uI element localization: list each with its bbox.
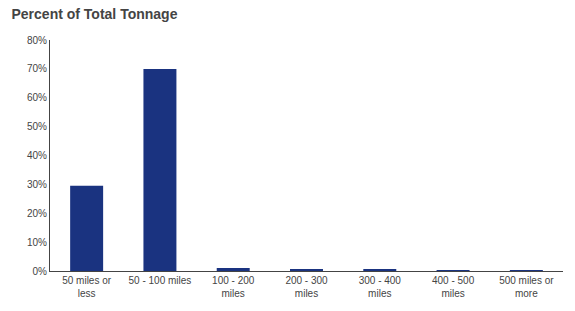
- svg-text:100 - 200miles: 100 - 200miles: [212, 275, 255, 299]
- svg-text:80%: 80%: [27, 35, 47, 46]
- svg-text:20%: 20%: [27, 208, 47, 219]
- svg-text:50 - 100 miles: 50 - 100 miles: [129, 275, 192, 286]
- svg-text:70%: 70%: [27, 63, 47, 74]
- svg-text:400 - 500miles: 400 - 500miles: [432, 275, 475, 299]
- svg-text:10%: 10%: [27, 237, 47, 248]
- svg-text:30%: 30%: [27, 179, 47, 190]
- svg-text:0%: 0%: [33, 266, 48, 277]
- svg-text:50 miles orless: 50 miles orless: [62, 275, 112, 299]
- svg-text:200 - 300miles: 200 - 300miles: [285, 275, 328, 299]
- svg-text:500 miles ormore: 500 miles ormore: [499, 275, 554, 299]
- svg-text:50%: 50%: [27, 121, 47, 132]
- svg-text:60%: 60%: [27, 92, 47, 103]
- svg-text:40%: 40%: [27, 150, 47, 161]
- svg-text:Percent of Total Tonnage: Percent of Total Tonnage: [12, 6, 178, 22]
- svg-text:300 - 400miles: 300 - 400miles: [359, 275, 402, 299]
